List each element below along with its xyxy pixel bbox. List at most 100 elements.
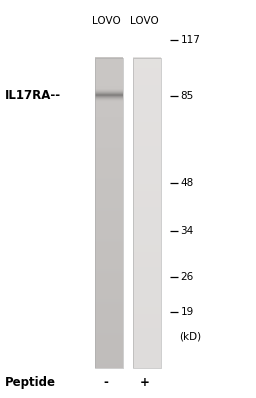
Bar — [95, 132, 123, 133]
Bar — [133, 98, 161, 99]
Bar — [133, 116, 161, 118]
Bar — [133, 293, 161, 295]
Bar — [95, 271, 123, 273]
Bar — [95, 250, 123, 251]
Bar — [95, 90, 123, 92]
Bar — [133, 222, 161, 223]
Bar — [95, 265, 123, 267]
Bar — [133, 141, 161, 142]
Bar — [95, 273, 123, 275]
Bar — [95, 271, 123, 272]
Text: 48: 48 — [180, 178, 194, 188]
Bar — [133, 104, 161, 105]
Bar — [133, 191, 161, 192]
Bar — [95, 281, 123, 282]
Bar — [95, 134, 123, 135]
Bar — [95, 115, 123, 117]
Bar — [133, 132, 161, 133]
Bar — [95, 302, 123, 303]
Bar — [133, 107, 161, 108]
Bar — [133, 131, 161, 132]
Bar — [133, 94, 161, 95]
Bar — [95, 62, 123, 64]
Bar — [133, 206, 161, 208]
Bar — [95, 165, 123, 166]
Bar — [133, 95, 161, 96]
Bar — [95, 284, 123, 285]
Bar — [95, 297, 123, 299]
Bar — [95, 130, 123, 131]
Bar — [95, 83, 123, 85]
Bar — [95, 110, 123, 111]
Bar — [133, 323, 161, 325]
Bar — [133, 229, 161, 230]
Bar — [133, 211, 161, 212]
Bar — [133, 275, 161, 276]
Bar — [95, 294, 123, 296]
Bar — [133, 322, 161, 324]
Bar — [95, 363, 123, 364]
Bar — [95, 207, 123, 209]
Bar — [133, 264, 161, 266]
Bar — [133, 254, 161, 256]
Bar — [133, 200, 161, 201]
Bar — [133, 276, 161, 277]
Bar — [133, 271, 161, 273]
Bar — [95, 161, 123, 162]
Bar — [95, 156, 123, 157]
Bar — [133, 73, 161, 74]
Bar — [133, 57, 161, 59]
Bar — [133, 71, 161, 72]
Bar — [95, 238, 123, 240]
Bar — [133, 215, 161, 216]
Bar — [95, 60, 123, 62]
Bar — [95, 107, 123, 108]
Bar — [133, 318, 161, 320]
Text: Peptide: Peptide — [5, 376, 56, 388]
Bar — [95, 287, 123, 289]
Bar — [133, 345, 161, 346]
Bar — [133, 174, 161, 176]
Bar — [95, 195, 123, 196]
Bar — [95, 70, 123, 71]
Bar — [95, 232, 123, 234]
Bar — [95, 279, 123, 280]
Bar — [133, 306, 161, 307]
Bar — [133, 365, 161, 366]
Bar — [95, 312, 123, 313]
Bar — [133, 145, 161, 147]
Bar — [95, 292, 123, 294]
Bar — [133, 69, 161, 70]
Bar — [95, 247, 123, 248]
Bar — [133, 278, 161, 279]
Bar — [95, 197, 123, 199]
Bar — [95, 328, 123, 330]
Bar — [133, 179, 161, 181]
Bar — [133, 268, 161, 270]
Bar — [133, 211, 161, 213]
Bar — [95, 357, 123, 359]
Bar — [95, 162, 123, 163]
Bar — [133, 230, 161, 232]
Bar — [133, 74, 161, 75]
Bar — [95, 128, 123, 129]
Bar — [133, 217, 161, 218]
Bar — [133, 283, 161, 284]
Bar — [95, 209, 123, 211]
Bar — [95, 73, 123, 74]
Bar — [95, 145, 123, 147]
Bar — [133, 188, 161, 189]
Bar — [133, 307, 161, 308]
Bar — [133, 235, 161, 237]
Bar — [95, 350, 123, 351]
Bar — [133, 302, 161, 303]
Bar — [133, 147, 161, 149]
Bar — [95, 353, 123, 355]
Bar — [133, 234, 161, 236]
Bar — [133, 101, 161, 102]
Bar — [95, 346, 123, 347]
Bar — [133, 202, 161, 204]
Bar — [133, 291, 161, 293]
Bar — [133, 348, 161, 349]
Bar — [95, 336, 123, 337]
